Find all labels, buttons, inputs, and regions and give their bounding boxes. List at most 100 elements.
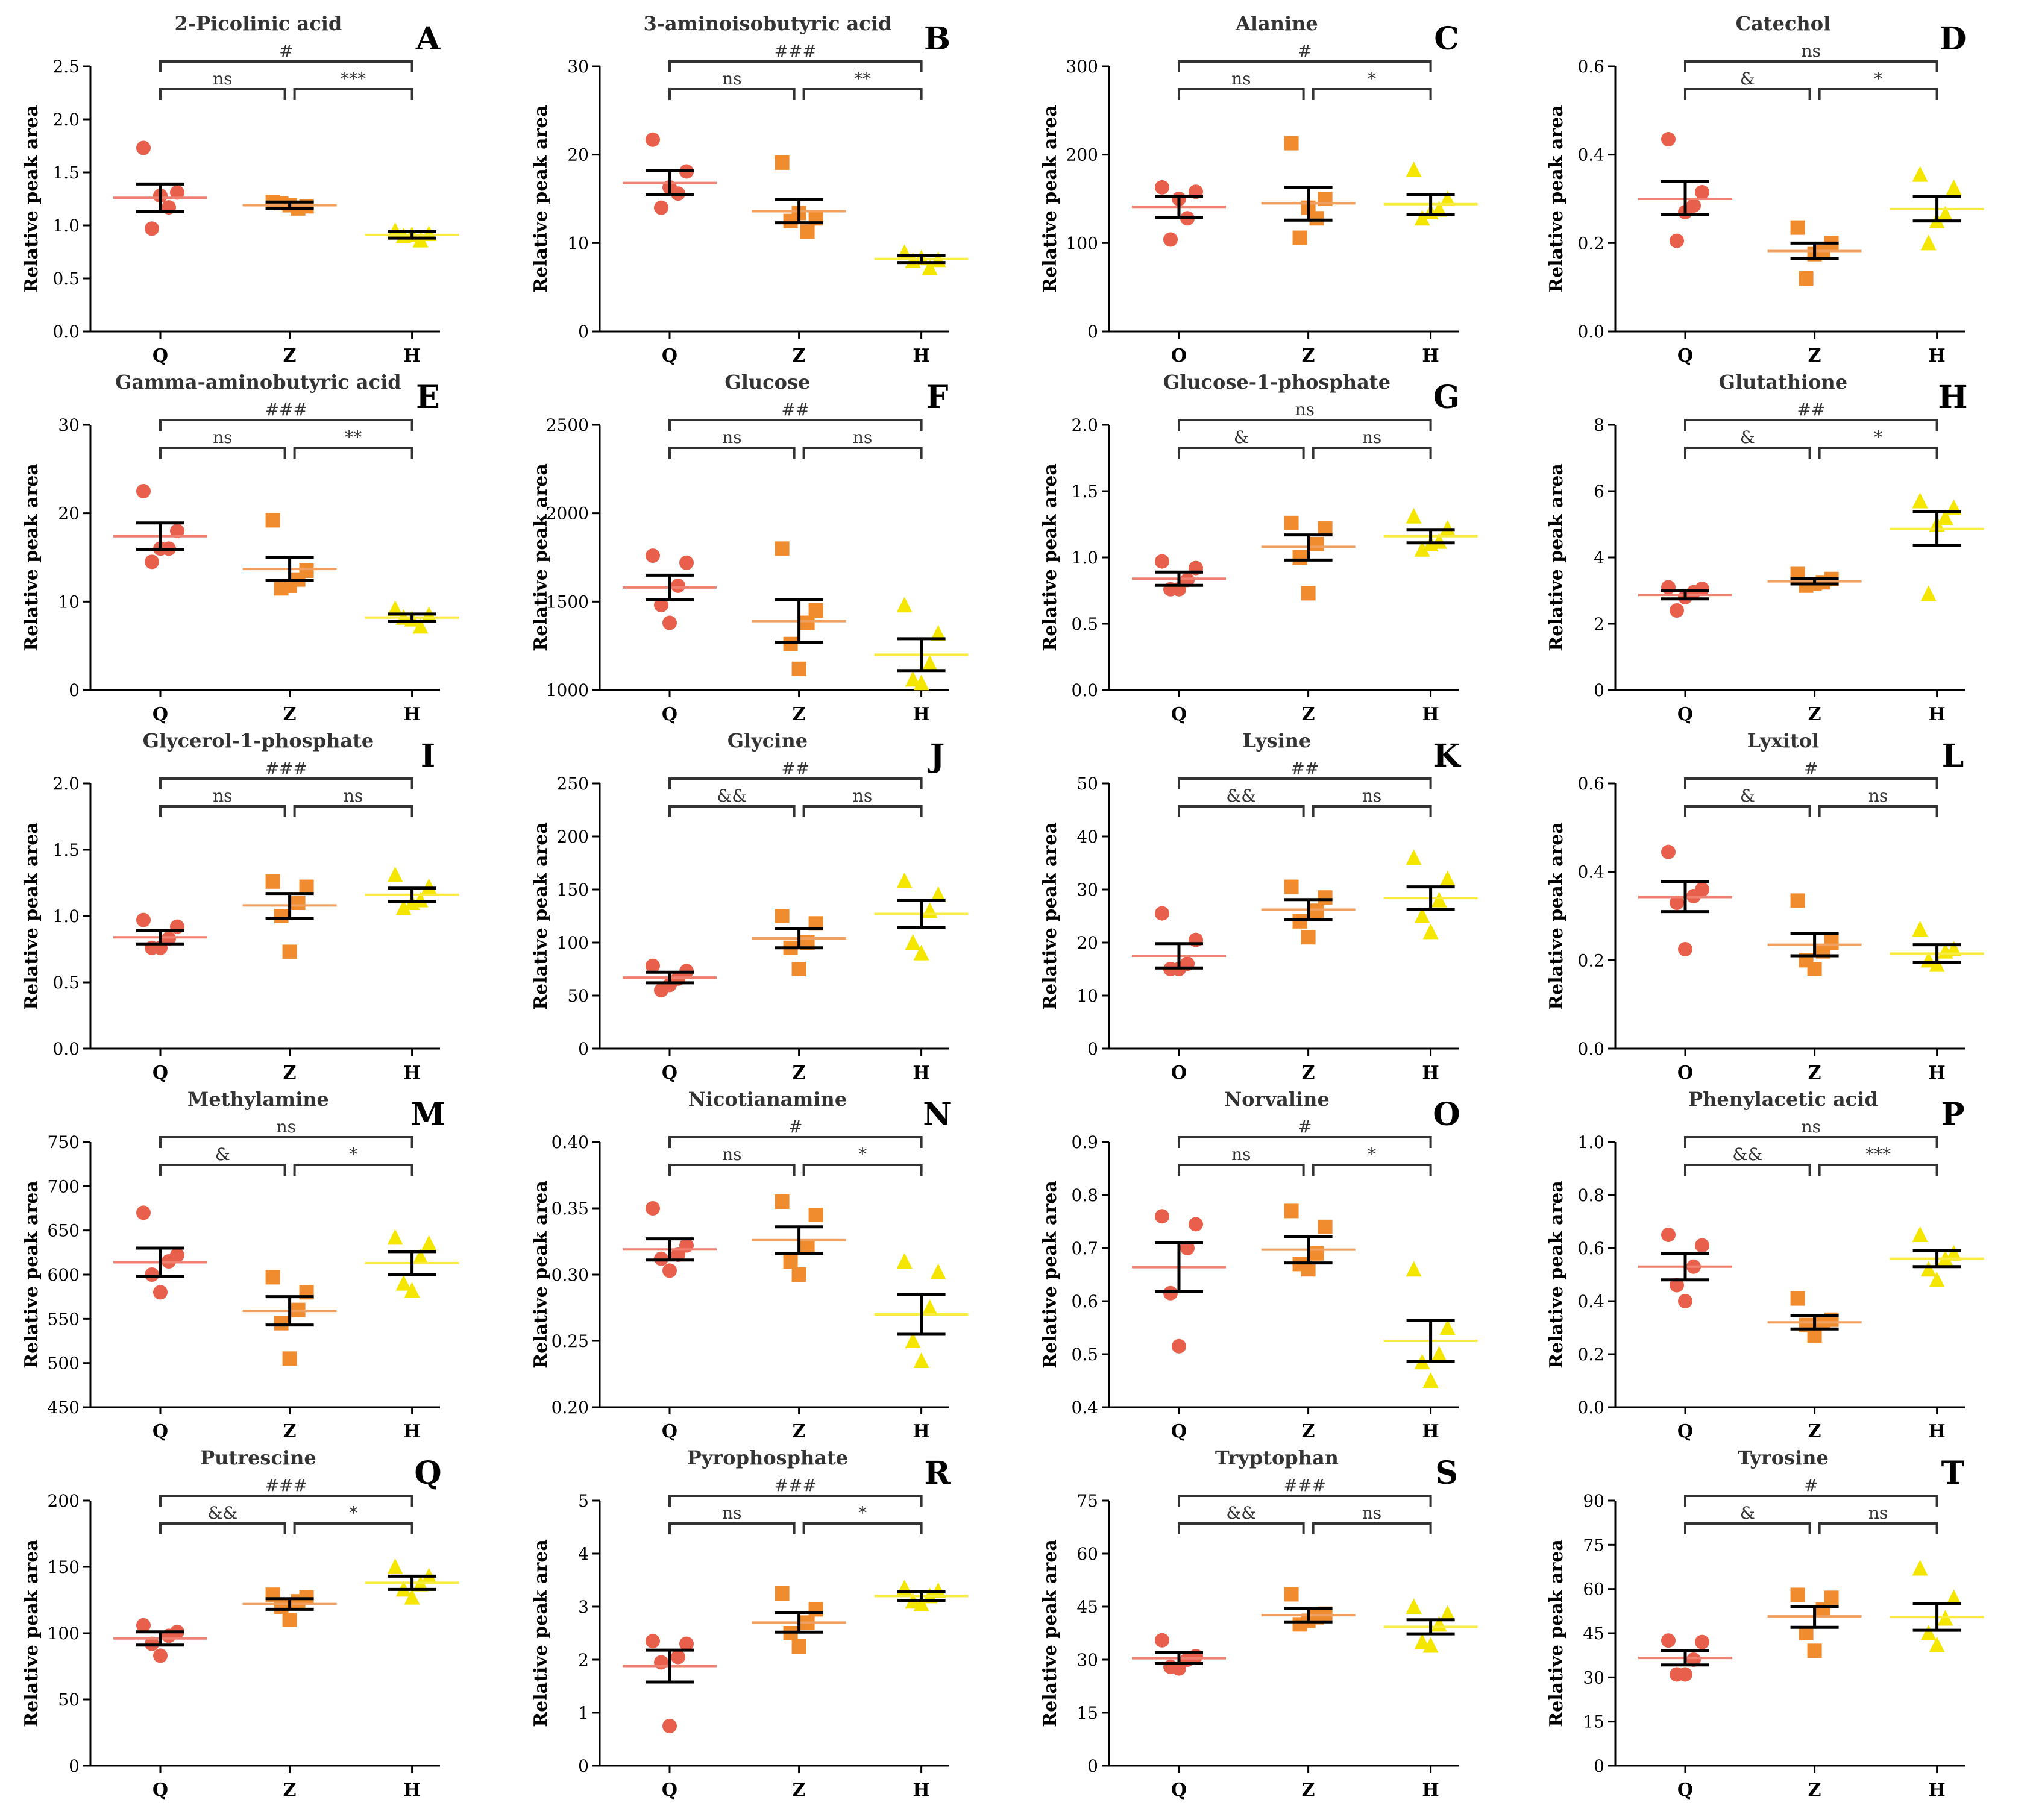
data-point-h xyxy=(1422,923,1439,940)
significance-bracket xyxy=(1818,1522,1938,1534)
data-point-z xyxy=(299,879,314,894)
significance-bracket xyxy=(668,1495,923,1507)
data-point-h xyxy=(1912,921,1928,937)
significance-label: * xyxy=(858,1503,867,1523)
significance-bracket xyxy=(159,60,413,72)
y-tick-label: 500 xyxy=(48,1354,80,1373)
y-tick-label: 650 xyxy=(48,1221,80,1241)
y-tick-label: 30 xyxy=(1076,880,1098,900)
data-point-z xyxy=(1790,893,1805,908)
significance-bracket xyxy=(1818,805,1938,817)
panel-letter: G xyxy=(1433,379,1460,416)
data-point-h xyxy=(1414,541,1430,557)
data-point-z xyxy=(800,615,815,630)
data-point-z xyxy=(775,1586,790,1601)
significance-label: # xyxy=(1298,41,1312,61)
x-tick-label: O xyxy=(1677,1062,1693,1084)
y-tick-label: 0 xyxy=(578,322,589,342)
significance-bracket xyxy=(1684,1136,1938,1148)
y-tick-label: 1.0 xyxy=(52,906,80,926)
significance-label: ns xyxy=(1295,400,1315,419)
y-tick-label: 250 xyxy=(557,774,589,794)
data-point-z xyxy=(1309,537,1324,551)
y-tick-label: 300 xyxy=(1066,57,1098,77)
y-tick-label: 200 xyxy=(48,1491,80,1511)
y-axis-label: Relative peak area xyxy=(530,1181,551,1369)
significance-bracket xyxy=(159,419,413,431)
x-tick-label: Q xyxy=(1171,1421,1187,1442)
data-point-q xyxy=(1670,1278,1684,1293)
panel-letter: A xyxy=(415,20,441,57)
data-point-z xyxy=(1301,930,1316,945)
x-tick-label: Q xyxy=(1677,345,1693,366)
chart-panel-n: Nicotianamine N 0.20 0.25 0.30 0.35 0.40 Relati… xyxy=(530,1088,969,1442)
data-point-q xyxy=(662,1263,677,1278)
y-tick-label: 5 xyxy=(578,1491,589,1511)
chart-panel-e: Gamma-aminobutyric acid E 0 10 20 30 Relative … xyxy=(21,371,459,725)
data-point-h xyxy=(404,1589,420,1605)
significance-label: # xyxy=(1804,758,1818,778)
y-tick-label: 0.0 xyxy=(1577,1039,1604,1059)
significance-bracket xyxy=(1178,419,1432,431)
x-tick-label: Q xyxy=(152,345,168,366)
significance-label: ns xyxy=(344,786,363,806)
data-point-h xyxy=(1920,1625,1937,1640)
significance-bracket xyxy=(1684,447,1811,459)
data-point-h xyxy=(1929,1636,1945,1652)
y-tick-label: 0.4 xyxy=(1071,1398,1098,1417)
y-tick-label: 450 xyxy=(48,1398,80,1417)
data-point-h xyxy=(913,944,929,961)
data-point-z xyxy=(791,1639,806,1654)
y-tick-label: 0.0 xyxy=(1071,680,1098,700)
panel-letter: R xyxy=(924,1455,951,1492)
data-point-h xyxy=(1439,870,1456,886)
data-point-z xyxy=(274,1599,289,1614)
y-axis-label: Relative peak area xyxy=(1546,463,1567,651)
significance-label: ns xyxy=(1802,1117,1821,1137)
x-tick-label: Q xyxy=(1171,704,1187,725)
y-tick-label: 75 xyxy=(1583,1535,1604,1555)
chart-panel-h: Glutathione H 0 2 4 6 8 Relative peak area Q Z H & *… xyxy=(1546,371,1984,725)
significance-label: ns xyxy=(1231,1144,1251,1164)
data-point-q xyxy=(153,1648,168,1663)
significance-label: * xyxy=(349,1144,357,1164)
significance-label: && xyxy=(1732,1144,1762,1164)
y-tick-label: 750 xyxy=(48,1132,80,1152)
data-point-h xyxy=(1414,908,1430,923)
y-tick-label: 0.8 xyxy=(1071,1185,1098,1205)
y-tick-label: 0.2 xyxy=(1577,233,1604,253)
y-tick-label: 1.5 xyxy=(52,163,80,183)
significance-label: ### xyxy=(775,41,817,61)
x-tick-label: H xyxy=(1928,345,1945,366)
data-point-h xyxy=(1920,234,1937,251)
y-tick-label: 0.6 xyxy=(1071,1291,1098,1311)
significance-label: ns xyxy=(853,786,872,806)
data-point-z xyxy=(791,1267,806,1282)
chart-title: Lysine xyxy=(1243,729,1312,752)
data-point-h xyxy=(1946,179,1962,195)
data-point-q xyxy=(136,140,151,155)
significance-label: & xyxy=(215,1144,230,1164)
data-point-z xyxy=(1799,271,1814,286)
data-point-q xyxy=(136,484,151,498)
x-tick-label: Z xyxy=(1808,704,1821,725)
significance-bracket xyxy=(293,805,413,817)
y-tick-label: 0.4 xyxy=(1577,862,1604,882)
y-axis-label: Relative peak area xyxy=(1040,1181,1061,1369)
chart-panel-o: Norvaline O 0.4 0.5 0.6 0.7 0.8 0.9 Relative pea… xyxy=(1040,1088,1478,1442)
data-point-q xyxy=(1661,132,1676,146)
data-point-q xyxy=(1678,1667,1692,1682)
significance-bracket xyxy=(802,805,923,817)
chart-title: Glucose-1-phosphate xyxy=(1163,371,1391,394)
data-point-z xyxy=(291,896,306,910)
data-point-h xyxy=(896,244,913,260)
data-point-q xyxy=(1695,1634,1709,1649)
y-tick-label: 100 xyxy=(557,933,589,953)
x-tick-label: Z xyxy=(283,1062,297,1084)
data-point-h xyxy=(395,1275,412,1291)
data-point-h xyxy=(387,1229,403,1245)
significance-bracket xyxy=(802,1522,923,1534)
significance-bracket xyxy=(668,60,923,72)
y-tick-label: 0.20 xyxy=(551,1398,589,1417)
significance-bracket xyxy=(668,447,796,459)
